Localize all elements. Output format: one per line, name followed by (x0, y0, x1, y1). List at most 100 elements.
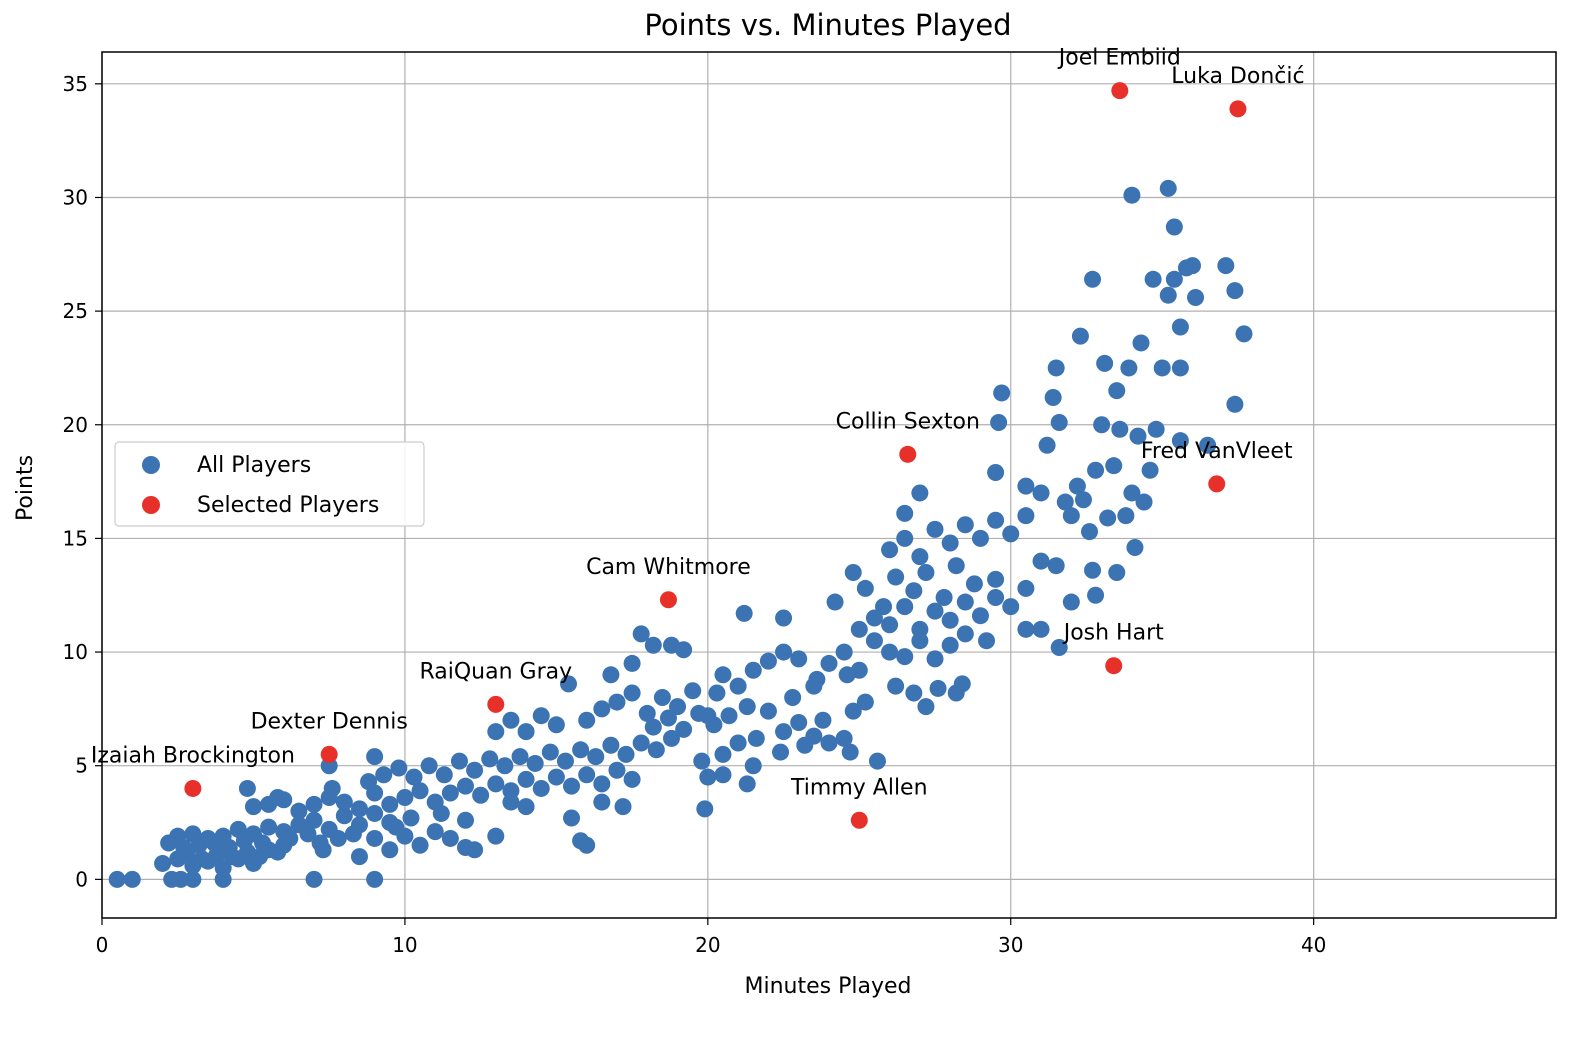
data-point-all-players (638, 704, 656, 722)
data-point-all-players (868, 752, 886, 770)
player-annotation: Timmy Allen (790, 775, 928, 800)
data-point-all-players (1096, 354, 1114, 372)
data-point-all-players (987, 589, 1005, 607)
data-point-all-players (1171, 432, 1189, 450)
data-point-all-players (366, 870, 384, 888)
data-point-all-players (547, 716, 565, 734)
grid (101, 52, 1556, 918)
data-point-all-players (1184, 257, 1201, 275)
plot-frame (101, 51, 1557, 919)
data-point-selected-player (659, 591, 677, 609)
data-point-all-players (669, 698, 687, 716)
player-annotation: Izaiah Brockington (91, 743, 295, 768)
data-point-selected-player (1111, 82, 1129, 100)
data-point-all-players (457, 777, 474, 795)
data-point-all-players (881, 643, 899, 661)
data-point-all-players (254, 834, 272, 852)
data-point-all-players (269, 843, 287, 861)
data-point-all-players (911, 484, 929, 502)
data-point-all-players (971, 607, 989, 625)
data-point-all-players (775, 723, 793, 741)
player-annotation: Fred VanVleet (1141, 439, 1293, 464)
y-tick-label: 15 (63, 526, 88, 550)
data-point-all-players (457, 811, 474, 829)
data-point-all-players (617, 745, 635, 763)
data-point-all-players (541, 743, 559, 761)
data-point-all-players (608, 693, 626, 711)
data-point-all-players (238, 779, 256, 797)
data-point-all-players (1017, 507, 1035, 525)
data-point-all-players (1187, 288, 1205, 306)
data-point-all-players (1044, 388, 1062, 406)
data-point-all-players (214, 859, 232, 877)
player-annotation: Luka Dončić (1171, 64, 1304, 89)
data-point-all-players (375, 766, 393, 784)
data-point-all-players (705, 716, 723, 734)
data-point-all-players (653, 689, 671, 707)
data-point-all-players (775, 643, 793, 661)
data-point-all-players (1002, 598, 1020, 616)
data-point-all-players (623, 654, 641, 672)
data-point-all-players (887, 568, 905, 586)
data-point-all-players (1171, 318, 1189, 336)
data-point-all-players (587, 748, 605, 766)
data-point-all-players (563, 777, 581, 795)
data-point-all-players (1108, 564, 1126, 582)
data-point-all-players (205, 834, 223, 852)
data-point-all-players (1144, 270, 1162, 288)
data-point-all-players (350, 800, 368, 818)
data-point-all-players (466, 761, 484, 779)
data-point-all-players (335, 807, 353, 825)
data-point-all-players (926, 520, 944, 538)
data-point-all-players (1153, 359, 1171, 377)
data-point-all-players (593, 775, 611, 793)
data-point-all-players (335, 793, 353, 811)
data-point-all-players (184, 825, 202, 843)
data-point-all-players (790, 650, 808, 668)
data-point-all-players (450, 752, 468, 770)
data-point-all-players (1050, 413, 1068, 431)
y-tick-label: 30 (63, 185, 88, 209)
data-point-all-players (844, 702, 862, 720)
data-point-selected-player (1105, 657, 1123, 675)
data-point-all-players (690, 704, 708, 722)
data-point-all-players (714, 666, 732, 684)
player-annotation: Joel Embiid (1057, 46, 1181, 71)
data-point-all-players (466, 841, 484, 859)
data-point-all-players (593, 793, 611, 811)
data-point-all-players (881, 541, 899, 559)
y-tick-label: 20 (63, 413, 88, 437)
y-tick-label: 5 (75, 754, 88, 778)
data-point-all-players (223, 848, 241, 866)
data-point-all-players (1050, 639, 1068, 657)
data-point-all-players (1017, 477, 1035, 495)
data-point-all-players (366, 829, 384, 847)
data-point-all-players (926, 602, 944, 620)
data-point-all-players (1111, 420, 1129, 438)
data-point-all-players (517, 798, 535, 816)
x-axis-ticks: 0 10 20 30 40 (96, 918, 1326, 957)
data-point-all-players (820, 734, 838, 752)
x-tick-label: 10 (392, 933, 417, 957)
data-point-all-players (856, 693, 874, 711)
data-point-all-players (744, 757, 762, 775)
data-point-all-players (260, 818, 278, 836)
data-point-all-players (856, 579, 874, 597)
data-point-all-players (578, 766, 596, 784)
data-point-all-players (814, 711, 832, 729)
data-point-selected-player (487, 695, 505, 713)
y-tick-label: 10 (63, 640, 88, 664)
y-tick-label: 35 (63, 72, 88, 96)
data-point-all-players (993, 384, 1011, 402)
data-point-all-players (978, 632, 996, 650)
data-point-all-players (941, 636, 959, 654)
player-annotation: Dexter Dennis (251, 709, 408, 734)
data-point-all-players (1074, 491, 1092, 509)
data-point-all-players (956, 625, 974, 643)
data-point-all-players (632, 734, 650, 752)
data-point-all-players (632, 625, 650, 643)
data-point-all-players (714, 745, 732, 763)
data-point-all-players (720, 707, 738, 725)
data-point-all-players (1159, 179, 1177, 197)
data-point-all-players (329, 829, 347, 847)
